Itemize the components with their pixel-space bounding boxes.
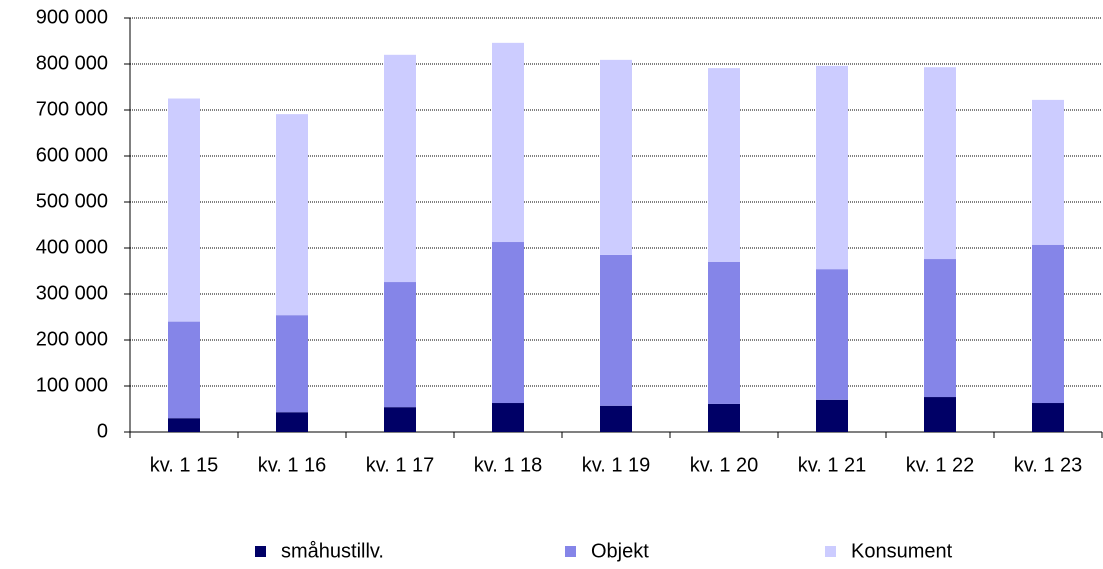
bar-segment: [492, 403, 524, 432]
legend-swatch: [825, 546, 836, 557]
y-tick-label: 0: [97, 420, 108, 442]
x-tick-label: kv. 1 21: [798, 454, 867, 476]
y-tick-label: 500 000: [36, 190, 108, 212]
bar-segment: [600, 254, 632, 406]
x-tick-label: kv. 1 16: [258, 454, 327, 476]
bar-segment: [168, 321, 200, 419]
x-tick-label: kv. 1 23: [1014, 454, 1083, 476]
bar-segment: [168, 418, 200, 432]
legend-swatch: [255, 546, 266, 557]
bar-segment: [708, 68, 740, 262]
bar-segment: [1032, 403, 1064, 432]
bar-segment: [924, 67, 956, 260]
x-tick-label: kv. 1 18: [474, 454, 543, 476]
y-tick-label: 800 000: [36, 52, 108, 74]
x-tick-label: kv. 1 19: [582, 454, 651, 476]
bar-segment: [816, 399, 848, 432]
bar-segment: [924, 259, 956, 398]
bar-segment: [492, 242, 524, 404]
bar-segment: [276, 412, 308, 432]
bar-segment: [816, 65, 848, 270]
bar-segment: [1032, 244, 1064, 404]
bar-segment: [708, 261, 740, 404]
legend-label: småhustillv.: [281, 540, 384, 562]
y-tick-label: 300 000: [36, 282, 108, 304]
y-tick-label: 900 000: [36, 6, 108, 28]
bar-segment: [924, 397, 956, 432]
legend-swatch: [565, 546, 576, 557]
y-tick-label: 100 000: [36, 374, 108, 396]
bar-segment: [1032, 99, 1064, 245]
bar-segment: [816, 269, 848, 400]
bar-segment: [168, 98, 200, 322]
y-tick-label: 600 000: [36, 144, 108, 166]
legend-label: Konsument: [851, 540, 953, 562]
bar-segment: [492, 42, 524, 243]
bar-segment: [708, 403, 740, 432]
x-tick-label: kv. 1 15: [150, 454, 219, 476]
bar-segment: [276, 114, 308, 316]
bar-segment: [384, 54, 416, 283]
y-tick-label: 200 000: [36, 328, 108, 350]
legend-label: Objekt: [591, 540, 649, 562]
bar-segment: [600, 59, 632, 255]
y-tick-label: 400 000: [36, 236, 108, 258]
bar-segment: [384, 282, 416, 408]
y-tick-label: 700 000: [36, 98, 108, 120]
bar-segment: [384, 407, 416, 432]
x-tick-label: kv. 1 17: [366, 454, 435, 476]
bar-segment: [600, 405, 632, 432]
x-tick-label: kv. 1 20: [690, 454, 759, 476]
x-tick-label: kv. 1 22: [906, 454, 975, 476]
bar-segment: [276, 315, 308, 413]
